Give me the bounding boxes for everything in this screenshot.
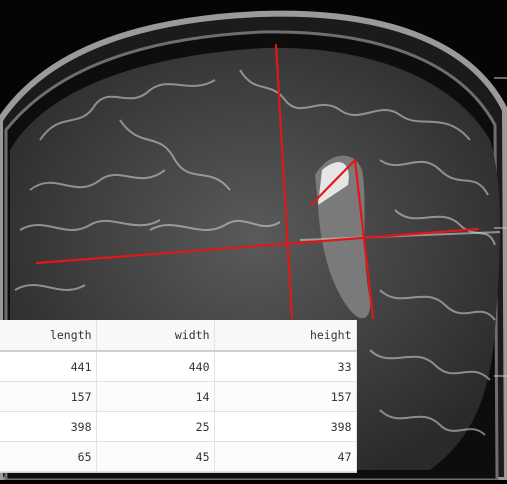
cell-length: 157	[0, 381, 97, 412]
measurement-lines[interactable]	[35, 43, 480, 320]
cell-length: 441	[0, 351, 97, 382]
table-row[interactable]: 65 45 47	[0, 441, 357, 472]
column-header-width[interactable]: width	[96, 320, 215, 352]
table-header-row: length width height	[0, 320, 357, 352]
column-header-length[interactable]: length	[0, 320, 97, 352]
table-row[interactable]: 398 25 398	[0, 411, 357, 442]
cell-height: 157	[214, 381, 357, 412]
cell-height: 47	[214, 441, 357, 472]
measurement-line-oblique-short[interactable]	[309, 158, 357, 207]
measurement-line-oblique-long[interactable]	[353, 158, 375, 320]
cell-length: 398	[0, 411, 97, 442]
cell-height: 398	[214, 411, 357, 442]
cell-width: 440	[96, 351, 215, 382]
cell-width: 45	[96, 441, 215, 472]
cell-height: 33	[214, 351, 357, 382]
measurement-line-vertical[interactable]	[274, 43, 294, 320]
measurement-table: length width height 441 440 33 157 14 15…	[0, 320, 357, 472]
table-row[interactable]: 441 440 33	[0, 351, 357, 382]
measurement-line-horizontal[interactable]	[35, 227, 480, 265]
cell-width: 25	[96, 411, 215, 442]
measurement-table-panel: length width height 441 440 33 157 14 15…	[0, 320, 357, 473]
column-header-height[interactable]: height	[214, 320, 357, 352]
sulci-pattern	[14, 69, 496, 436]
table-row[interactable]: 157 14 157	[0, 381, 357, 412]
cell-width: 14	[96, 381, 215, 412]
cell-length: 65	[0, 441, 97, 472]
